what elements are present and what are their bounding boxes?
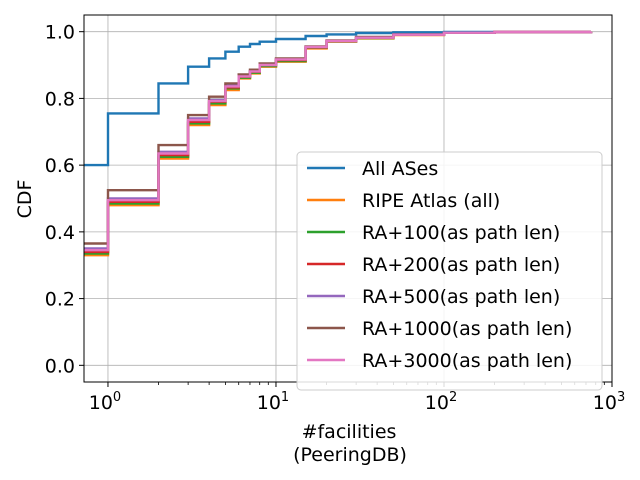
legend-label: RA+500(as path len): [362, 286, 560, 308]
x-axis-label: #facilities: [302, 421, 397, 443]
y-axis-ticks: 0.0 0.2 0.4 0.6 0.8 1.0: [45, 22, 84, 377]
legend-label: RA+3000(as path len): [362, 350, 572, 372]
legend-label: RIPE Atlas (all): [362, 190, 500, 212]
legend-label: RA+200(as path len): [362, 254, 560, 276]
series-line-6: [84, 30, 593, 252]
legend-label: RA+100(as path len): [362, 222, 560, 244]
x-tick-label: 102: [425, 390, 457, 414]
y-tick-label: 0.2: [45, 289, 75, 311]
y-tick-label: 0.4: [45, 222, 75, 244]
legend-box: [296, 151, 603, 391]
x-tick-label: 100: [89, 390, 121, 414]
y-tick-label: 0.8: [45, 88, 75, 110]
x-axis-ticks: 100 101 102 103: [89, 382, 625, 414]
legend: All ASes RIPE Atlas (all) RA+100(as path l…: [296, 151, 603, 391]
y-axis-label: CDF: [14, 180, 36, 219]
legend-label: RA+1000(as path len): [362, 318, 572, 340]
x-axis-label-subtitle: (PeeringDB): [293, 444, 407, 466]
y-tick-label: 1.0: [45, 22, 75, 44]
x-tick-label: 101: [257, 390, 289, 414]
y-tick-label: 0.0: [45, 355, 75, 377]
series-lines: [84, 30, 593, 257]
y-tick-label: 0.6: [45, 155, 75, 177]
legend-label: All ASes: [362, 158, 438, 180]
x-tick-label: 103: [593, 390, 625, 414]
series-line-0: [84, 30, 593, 167]
